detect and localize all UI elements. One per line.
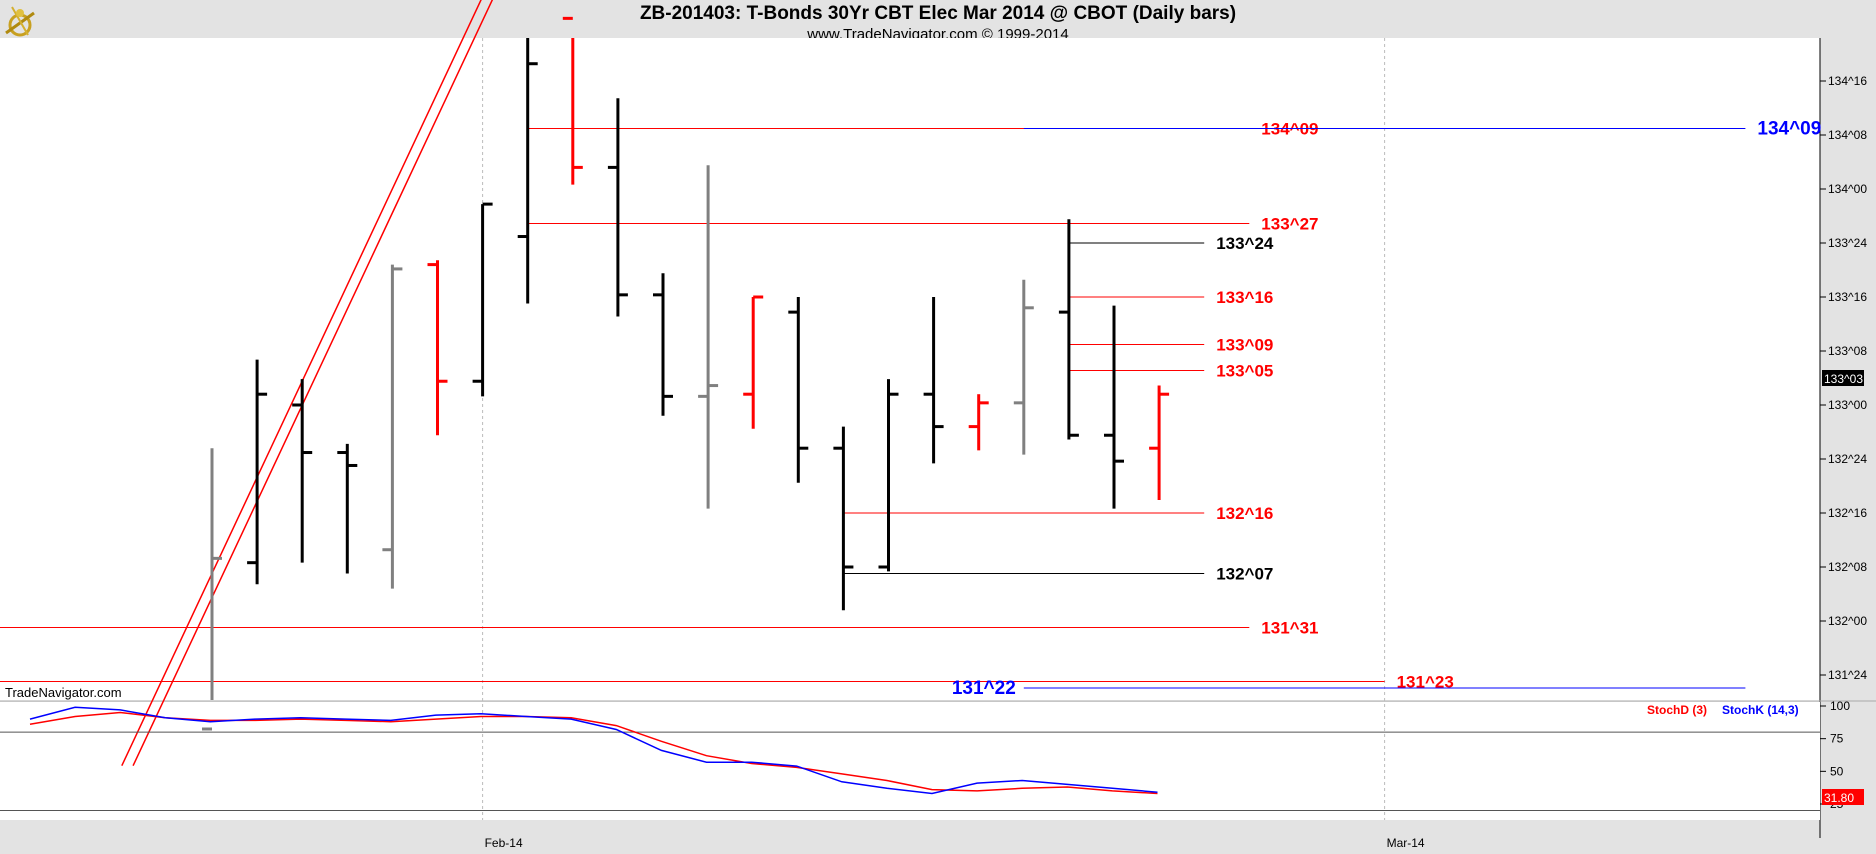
bar-20 (1104, 305, 1124, 509)
bar-11 (698, 165, 719, 509)
bar-10 (653, 273, 673, 416)
price-tick-11: 134^16 (1828, 74, 1867, 88)
price-tick-9: 134^00 (1828, 182, 1867, 196)
stochastic-panel: 100755025 (0, 699, 1850, 812)
last-stoch-tag (1822, 789, 1864, 805)
date-tick-1: Mar-14 (1387, 836, 1425, 850)
price-panel-bg (0, 38, 1820, 701)
price-tick-1: 132^00 (1828, 614, 1867, 628)
price-tick-8: 133^24 (1828, 236, 1867, 250)
level-label-11: 131^22 (952, 678, 1016, 699)
trendline-1 (132, 0, 494, 767)
bar-6 (472, 202, 493, 397)
level-label-2: 133^27 (1261, 215, 1318, 234)
bar-7 (517, 38, 538, 304)
trendlines (121, 0, 494, 767)
price-tick-4: 132^24 (1828, 452, 1867, 466)
date-tick-0: Feb-14 (485, 836, 523, 850)
bar-15 (878, 379, 899, 572)
level-label-1: 134^09 (1757, 119, 1821, 140)
level-label-3: 133^24 (1216, 234, 1274, 253)
legend-stochd: StochD (3) (1647, 703, 1707, 717)
bar-9 (607, 98, 628, 317)
stoch-tick-0: 100 (1830, 699, 1850, 713)
price-tick-5: 133^00 (1828, 398, 1867, 412)
stoch-panel-bg (0, 702, 1820, 820)
price-tick-10: 134^08 (1828, 128, 1867, 142)
bar-4 (382, 264, 403, 589)
level-label-9: 131^31 (1261, 618, 1318, 637)
date-axis: Feb-14 Mar-14 (485, 836, 1425, 850)
bar-16 (923, 297, 944, 464)
bar-18 (1013, 279, 1034, 455)
bar-19 (1058, 219, 1079, 440)
price-tick-7: 133^16 (1828, 290, 1867, 304)
bar-0 (202, 448, 222, 731)
level-label-5: 133^09 (1216, 336, 1273, 355)
level-label-10: 131^23 (1397, 672, 1454, 691)
last-price-label: 133^03 (1824, 372, 1863, 386)
bar-13 (788, 297, 809, 483)
stoch-tick-1: 75 (1830, 732, 1844, 746)
bar-5 (427, 260, 448, 436)
level-label-8: 132^07 (1216, 564, 1273, 583)
bar-8 (562, 16, 583, 185)
bar-14 (833, 426, 854, 611)
bar-3 (337, 443, 358, 574)
price-axis: 131^24 132^00 132^08 132^16 132^24 133^00 133^… (1820, 74, 1867, 682)
level-label-4: 133^16 (1216, 288, 1273, 307)
level-label-6: 133^05 (1216, 361, 1273, 380)
last-stoch-label: 31.80 (1824, 791, 1854, 805)
last-price-tag (1822, 370, 1864, 386)
watermark: TradeNavigator.com (5, 685, 122, 700)
bar-17 (968, 394, 989, 451)
price-tick-6: 133^08 (1828, 344, 1867, 358)
price-tick-0: 131^24 (1828, 668, 1867, 682)
level-label-7: 132^16 (1216, 504, 1273, 523)
bar-21 (1149, 385, 1170, 501)
stoch-series-0 (29, 711, 1158, 795)
chart-title: ZB-201403: T-Bonds 30Yr CBT Elec Mar 201… (639, 3, 1237, 24)
price-tick-2: 132^08 (1828, 560, 1867, 574)
price-levels: 134^09 134^09133^27133^24133^16133^09133^… (0, 119, 1821, 699)
bar-1 (247, 359, 268, 585)
ohlc-bars (202, 16, 1170, 731)
price-tick-3: 132^16 (1828, 506, 1867, 520)
stoch-tick-2: 50 (1830, 764, 1844, 778)
vertical-gridlines (482, 38, 1386, 820)
bar-12 (743, 295, 764, 429)
stoch-series-1 (29, 706, 1158, 795)
legend-stochk: StochK (14,3) (1722, 703, 1799, 717)
trendline-0 (121, 0, 482, 767)
trade-navigator-logo-icon (5, 6, 35, 37)
bar-2 (292, 379, 313, 563)
